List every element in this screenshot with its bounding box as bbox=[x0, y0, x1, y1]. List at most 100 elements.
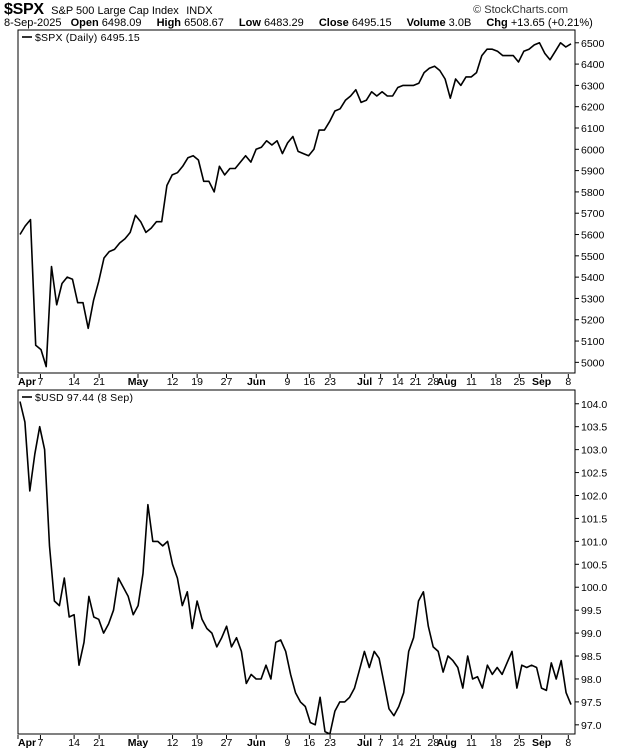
x-tick-label: May bbox=[128, 376, 149, 388]
legend-label: $SPX (Daily) 6495.15 bbox=[35, 32, 140, 44]
x-tick-label: Sep bbox=[532, 737, 551, 749]
y-tick-label: 102.0 bbox=[581, 490, 607, 502]
y-tick-label: 98.5 bbox=[581, 651, 602, 663]
chart-panel: 97.0 97.5 98.0 98.5 99.0 99.5 100.0 100.5 101.0 1… bbox=[17, 389, 607, 735]
quote-date: 8-Sep-2025 bbox=[4, 17, 62, 29]
brand-watermark: © StockCharts.com bbox=[473, 4, 568, 16]
x-tick-label: May bbox=[128, 737, 149, 749]
x-tick-label: 16 bbox=[304, 737, 316, 749]
y-tick-label: 101.0 bbox=[581, 536, 607, 548]
x-tick-label: 12 bbox=[167, 737, 179, 749]
x-tick-label: Apr bbox=[18, 737, 36, 749]
x-tick-label: 28 bbox=[427, 737, 439, 749]
x-tick-label: 9 bbox=[284, 376, 290, 388]
close-label: Close bbox=[318, 17, 349, 29]
y-tick-label: 5000 bbox=[581, 357, 605, 369]
x-tick-label: Jun bbox=[247, 737, 266, 749]
y-tick-label: 99.0 bbox=[581, 628, 602, 640]
y-tick-label: 5900 bbox=[581, 166, 605, 178]
y-tick-label: 6400 bbox=[581, 59, 605, 71]
x-tick-label: 14 bbox=[392, 376, 404, 388]
y-tick-label: 103.5 bbox=[581, 422, 607, 434]
x-tick-label: Aug bbox=[436, 376, 456, 388]
y-tick-label: 100.0 bbox=[581, 582, 607, 594]
x-tick-label: 14 bbox=[392, 737, 404, 749]
y-tick-label: 101.5 bbox=[581, 513, 607, 525]
low-value: 6483.29 bbox=[263, 17, 304, 29]
y-tick-label: 99.5 bbox=[581, 605, 602, 617]
y-tick-label: 100.5 bbox=[581, 559, 607, 571]
y-tick-label: 5700 bbox=[581, 208, 605, 220]
y-tick-label: 97.0 bbox=[581, 720, 602, 732]
volume-label: Volume bbox=[406, 17, 446, 29]
x-tick-label: 16 bbox=[304, 376, 316, 388]
y-tick-label: 98.0 bbox=[581, 674, 602, 686]
x-tick-label: 11 bbox=[466, 737, 477, 749]
chart-title: $SPX S&P 500 Large Cap Index INDX bbox=[4, 1, 213, 19]
chg-label: Chg bbox=[486, 17, 508, 29]
x-tick-label: Jul bbox=[357, 376, 372, 388]
x-tick-label: Jun bbox=[247, 376, 266, 388]
panel-frame bbox=[17, 389, 576, 735]
x-tick-label: 28 bbox=[427, 376, 439, 388]
y-tick-label: 5200 bbox=[581, 315, 605, 327]
panel-frame bbox=[17, 29, 576, 374]
x-tick-label: Aug bbox=[436, 737, 456, 749]
y-tick-label: 6500 bbox=[581, 38, 605, 50]
x-tick-label: Jul bbox=[357, 737, 372, 749]
x-tick-label: 14 bbox=[68, 376, 80, 388]
y-tick-label: 5600 bbox=[581, 230, 605, 242]
open-value: 6498.09 bbox=[101, 17, 142, 29]
x-tick-label: 21 bbox=[410, 737, 422, 749]
low-label: Low bbox=[238, 17, 261, 29]
high-value: 6508.67 bbox=[184, 17, 224, 29]
index-name: S&P 500 Large Cap Index bbox=[51, 5, 179, 17]
series-line bbox=[19, 401, 572, 735]
series-line bbox=[19, 41, 572, 368]
chg-value: +13.65 (+0.21%) bbox=[510, 17, 593, 29]
y-tick-label: 97.5 bbox=[581, 697, 602, 709]
x-tick-label: 19 bbox=[191, 376, 203, 388]
x-tick-label: 21 bbox=[93, 737, 105, 749]
y-tick-label: 102.5 bbox=[581, 468, 607, 480]
x-tick-label: 27 bbox=[221, 737, 233, 749]
x-tick-label: Sep bbox=[532, 376, 551, 388]
exchange: INDX bbox=[186, 5, 213, 17]
x-tick-label: 21 bbox=[93, 376, 105, 388]
x-tick-label: 7 bbox=[378, 737, 384, 749]
x-tick-label: 8 bbox=[565, 376, 571, 388]
legend-label: $USD 97.44 (8 Sep) bbox=[35, 392, 133, 404]
volume-value: 3.0B bbox=[448, 17, 472, 29]
x-tick-label: 11 bbox=[466, 376, 477, 388]
x-tick-label: 21 bbox=[410, 376, 422, 388]
y-tick-label: 6300 bbox=[581, 80, 605, 92]
legend: $USD 97.44 (8 Sep) bbox=[22, 392, 133, 404]
y-tick-label: 5500 bbox=[581, 251, 605, 263]
x-tick-label: 25 bbox=[513, 376, 525, 388]
x-tick-label: 19 bbox=[191, 737, 203, 749]
y-tick-label: 6000 bbox=[581, 144, 605, 156]
x-tick-label: 7 bbox=[378, 376, 384, 388]
chart-panel: 5000 5100 5200 5300 5400 5500 5600 5700 5800 5900… bbox=[17, 29, 605, 374]
x-tick-label: 7 bbox=[38, 737, 44, 749]
y-tick-label: 104.0 bbox=[581, 399, 607, 411]
y-tick-label: 5400 bbox=[581, 272, 605, 284]
x-tick-label: 18 bbox=[490, 737, 502, 749]
x-tick-label: 18 bbox=[490, 376, 502, 388]
x-tick-label: 14 bbox=[68, 737, 80, 749]
x-tick-label: 25 bbox=[513, 737, 525, 749]
y-tick-label: 5100 bbox=[581, 336, 605, 348]
y-tick-label: 6100 bbox=[581, 123, 605, 135]
x-tick-label: 9 bbox=[284, 737, 290, 749]
x-tick-label: 7 bbox=[38, 376, 44, 388]
y-tick-label: 6200 bbox=[581, 102, 605, 114]
x-tick-label: Apr bbox=[18, 376, 36, 388]
x-tick-label: 23 bbox=[324, 737, 336, 749]
x-tick-label: 27 bbox=[221, 376, 233, 388]
y-tick-label: 5300 bbox=[581, 293, 605, 305]
legend: $SPX (Daily) 6495.15 bbox=[22, 32, 140, 44]
open-label: Open bbox=[70, 17, 99, 29]
